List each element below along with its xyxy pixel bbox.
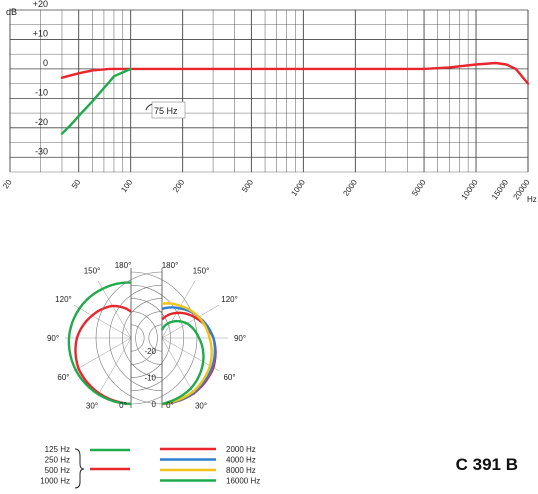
x-tick-label: 15000 [490, 178, 510, 202]
legend-label-left: 125 Hz [45, 445, 70, 454]
angle-label: 120° [221, 295, 238, 304]
angle-label: 60° [57, 373, 69, 382]
polar-ring [95, 271, 163, 405]
angle-label: 150° [84, 266, 101, 275]
x-tick-label: 2000 [341, 178, 359, 198]
annotation-label: 75 Hz [154, 106, 178, 116]
polar-spoke [161, 337, 196, 396]
y-tick-label: +20 [33, 0, 48, 9]
polar-ring [130, 311, 158, 365]
legend-label-left: 1000 Hz [40, 477, 70, 486]
legend-label-right: 2000 Hz [226, 445, 256, 454]
y-axis-label: dB [6, 7, 17, 17]
legend-swatches [90, 447, 216, 482]
angle-label: 150° [193, 266, 210, 275]
y-tick-label: -10 [35, 87, 48, 97]
y-tick-label: +10 [33, 28, 48, 38]
blue-polar-line [161, 306, 217, 406]
x-tick-label: 500 [240, 178, 255, 195]
polar-right-half [95, 268, 228, 408]
y-tick-labels: +20 +10 0 -10 -20 -30 [33, 0, 48, 156]
x-tick-label: 200 [171, 178, 186, 195]
polar-spoke [97, 337, 132, 396]
legend-label-left: 500 Hz [45, 466, 70, 475]
ring-label: -10 [144, 374, 156, 383]
frequency-response-chart: dB +20 +10 0 -10 -20 -30 20 50 100 200 500 1000 200… [1, 0, 537, 204]
angle-label: 30° [195, 402, 207, 411]
hz-annotation: 75 Hz [145, 101, 186, 119]
yellow-polar-line [161, 302, 213, 406]
angle-label: 90° [234, 334, 246, 343]
ring-label-zero: 0 [152, 400, 157, 409]
polar-spoke [161, 280, 196, 339]
polar-ring [108, 284, 163, 392]
red-polar-line [74, 304, 132, 406]
angle-label: 180° [115, 261, 132, 270]
frequency-grid [9, 9, 529, 173]
polar-spoke [161, 304, 220, 339]
green-polar-line [67, 281, 132, 406]
legend-label-right: 4000 Hz [226, 456, 256, 465]
x-tick-label: 5000 [410, 178, 428, 198]
polar-ring [122, 298, 163, 378]
ring-label: -20 [144, 347, 156, 356]
angle-label: 60° [223, 373, 235, 382]
red-response-line [60, 61, 530, 85]
x-axis-label: Hz [527, 195, 537, 204]
polar-ring [130, 324, 145, 352]
angle-label: 90° [47, 334, 59, 343]
polar-spoke [73, 304, 132, 339]
x-tick-labels: 20 50 100 200 500 1000 2000 5000 10000 15000 20000 [1, 178, 532, 202]
green-polar-line [160, 319, 205, 406]
y-tick-label: 0 [43, 58, 48, 68]
polar-ring [135, 311, 163, 365]
y-tick-label: -20 [35, 117, 48, 127]
y-tick-label: -30 [35, 146, 48, 156]
polar-spoke [73, 337, 132, 372]
frequency-series [60, 61, 530, 135]
polar-angle-labels: 0° 0° 30° 30° 60° 60° 90° 90° 120° 120° 150° 150° 18… [47, 261, 246, 411]
polar-ring-labels: 0 -10 -20 [144, 347, 156, 409]
angle-label: 180° [162, 261, 179, 270]
model-label: C 391 B [455, 455, 518, 474]
green-response-line [60, 67, 132, 135]
angle-label: 0° [119, 401, 127, 410]
x-tick-label: 10000 [460, 178, 480, 202]
legend-label-right: 16000 Hz [226, 477, 260, 486]
legend-label-left: 250 Hz [45, 456, 70, 465]
polar-spoke [97, 280, 132, 339]
x-tick-label: 20 [1, 178, 14, 191]
annotation-box [151, 101, 186, 119]
legend-brace [74, 448, 85, 489]
angle-label: 30° [86, 402, 98, 411]
angle-label: 120° [55, 295, 72, 304]
x-tick-label: 100 [119, 178, 134, 195]
polar-pattern-chart: 0° 0° 30° 30° 60° 60° 90° 90° 120° 120° 150° 150° 18… [47, 261, 246, 411]
x-tick-label: 50 [70, 178, 83, 191]
angle-label: 0° [166, 401, 174, 410]
x-tick-label: 1000 [289, 178, 307, 198]
polar-ring [148, 324, 163, 352]
legend-label-right: 8000 Hz [226, 466, 256, 475]
